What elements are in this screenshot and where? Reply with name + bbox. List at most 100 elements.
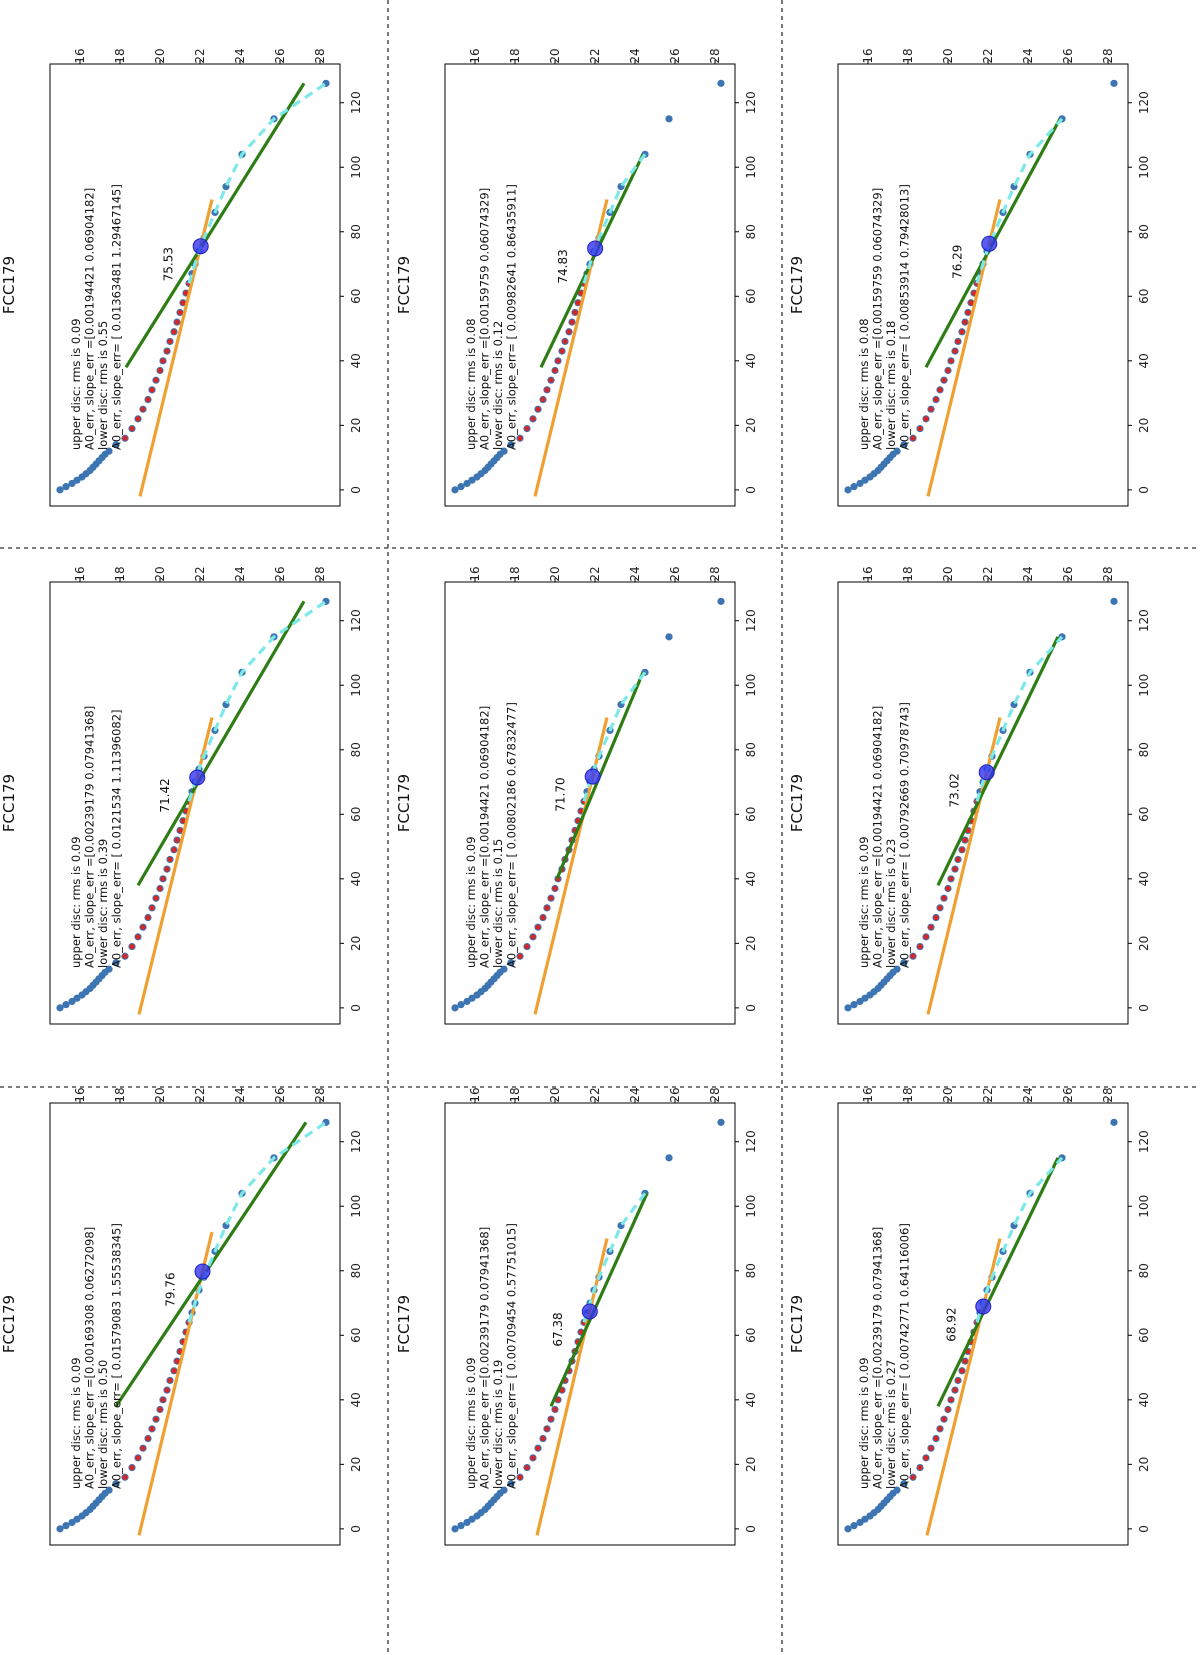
fit-point	[933, 1435, 939, 1442]
annotation-line: upper disc: rms is 0.09	[464, 1357, 478, 1489]
fit-point	[517, 953, 523, 959]
y-tick-label: 18	[901, 1087, 915, 1102]
x-tick-label: 60	[349, 807, 363, 822]
fit-point	[171, 1368, 177, 1374]
fit-point	[160, 876, 166, 882]
fit-point	[962, 319, 968, 325]
break-marker	[189, 769, 206, 786]
x-tick-label: 120	[744, 1130, 758, 1153]
panels-group: FCC179 16 18 20 22 24 26 28 0 20 40 60 80 100 120 79.76…	[0, 48, 1151, 1546]
fit-point	[933, 914, 939, 921]
data-point	[105, 1486, 113, 1494]
fit-point	[552, 885, 558, 892]
data-point	[56, 1525, 64, 1533]
x-tick-label: 20	[1137, 418, 1151, 433]
fit-point	[164, 348, 170, 354]
upper-fit-line	[136, 600, 306, 887]
data-point	[451, 1525, 459, 1533]
fit-point	[153, 377, 159, 383]
data-point	[844, 486, 852, 494]
annotation-line: A0_err, slope_err =[0.00194421 0.0690418…	[871, 706, 885, 968]
annotation-line: upper disc: rms is 0.09	[857, 1357, 871, 1489]
y-tick-label: 26	[1061, 1087, 1075, 1102]
y-tick-label: 20	[153, 566, 167, 581]
data-point	[850, 1001, 858, 1009]
x-tick-label: 40	[744, 871, 758, 886]
break-label: 74.83	[556, 249, 570, 283]
break-marker	[981, 235, 998, 252]
fit-point	[135, 416, 141, 422]
x-tick-label: 80	[744, 1263, 758, 1278]
data-point	[457, 1522, 465, 1530]
x-tick-label: 40	[349, 353, 363, 368]
annotation-line: lower disc: rms is 0.27	[884, 1360, 898, 1489]
x-tick-label: 60	[349, 289, 363, 304]
y-tick-label: 22	[588, 566, 602, 581]
annotation-line: A0_err, slope_err =[0.00159759 0.0607432…	[478, 188, 492, 450]
y-tick-label: 22	[193, 48, 207, 63]
x-tick-label: 120	[349, 1130, 363, 1153]
fit-point	[544, 387, 550, 393]
data-point	[665, 115, 673, 123]
fit-point	[941, 377, 947, 383]
fit-point	[145, 1435, 151, 1442]
x-tick-label: 80	[744, 742, 758, 757]
fit-point	[160, 1397, 166, 1403]
y-tick-label: 24	[628, 1087, 642, 1102]
fit-point	[177, 827, 183, 834]
fit-point	[548, 1416, 554, 1422]
x-tick-label: 0	[744, 486, 758, 494]
fit-point	[562, 338, 568, 345]
y-tick-label: 28	[708, 48, 722, 63]
y-tick-label: 28	[313, 566, 327, 581]
x-tick-label: 120	[1137, 91, 1151, 114]
data-point	[500, 965, 508, 973]
break-label: 79.76	[163, 1272, 177, 1306]
y-tick-label: 20	[153, 1087, 167, 1102]
y-tick-label: 28	[1101, 566, 1115, 581]
x-tick-label: 60	[349, 1328, 363, 1343]
x-tick-label: 40	[1137, 353, 1151, 368]
data-point	[451, 1004, 459, 1012]
y-tick-label: 16	[861, 566, 875, 581]
model-curve	[187, 1121, 327, 1323]
data-point	[1110, 1118, 1118, 1126]
fit-point	[948, 358, 954, 364]
fit-point	[535, 406, 541, 412]
fit-point	[530, 1455, 536, 1461]
data-point	[112, 1480, 120, 1488]
y-tick-label: 24	[233, 48, 247, 63]
data-point	[507, 1480, 515, 1488]
data-point	[717, 1118, 725, 1126]
model-curve	[975, 1156, 1064, 1323]
fit-point	[183, 290, 189, 296]
fit-point	[917, 1464, 923, 1471]
fit-point	[535, 924, 541, 930]
data-point	[56, 486, 64, 494]
y-tick-label: 20	[548, 1087, 562, 1102]
fit-point	[971, 290, 977, 296]
data-point	[665, 633, 673, 641]
data-point	[844, 1004, 852, 1012]
x-tick-label: 120	[744, 91, 758, 114]
x-tick-label: 0	[349, 1004, 363, 1012]
data-point	[900, 441, 908, 449]
fit-point	[524, 1464, 530, 1471]
annotation-line: lower disc: rms is 0.15	[491, 839, 505, 968]
annotation-line: upper disc: rms is 0.09	[69, 318, 83, 450]
fit-point	[955, 1377, 961, 1384]
fit-point	[535, 1445, 541, 1451]
data-point	[844, 1525, 852, 1533]
y-tick-label: 16	[468, 1087, 482, 1102]
x-tick-label: 0	[349, 1525, 363, 1533]
annotation-line: A0_err, slope_err= [ 0.00792669 0.709787…	[898, 702, 912, 968]
fit-point	[937, 905, 943, 911]
fit-point	[910, 435, 916, 441]
x-tick-label: 80	[349, 224, 363, 239]
annotation-line: A0_err, slope_err =[0.00239179 0.0794136…	[83, 706, 97, 968]
data-point	[717, 597, 725, 605]
x-tick-label: 80	[1137, 224, 1151, 239]
annotation-line: upper disc: rms is 0.09	[857, 836, 871, 968]
y-tick-label: 26	[1061, 566, 1075, 581]
